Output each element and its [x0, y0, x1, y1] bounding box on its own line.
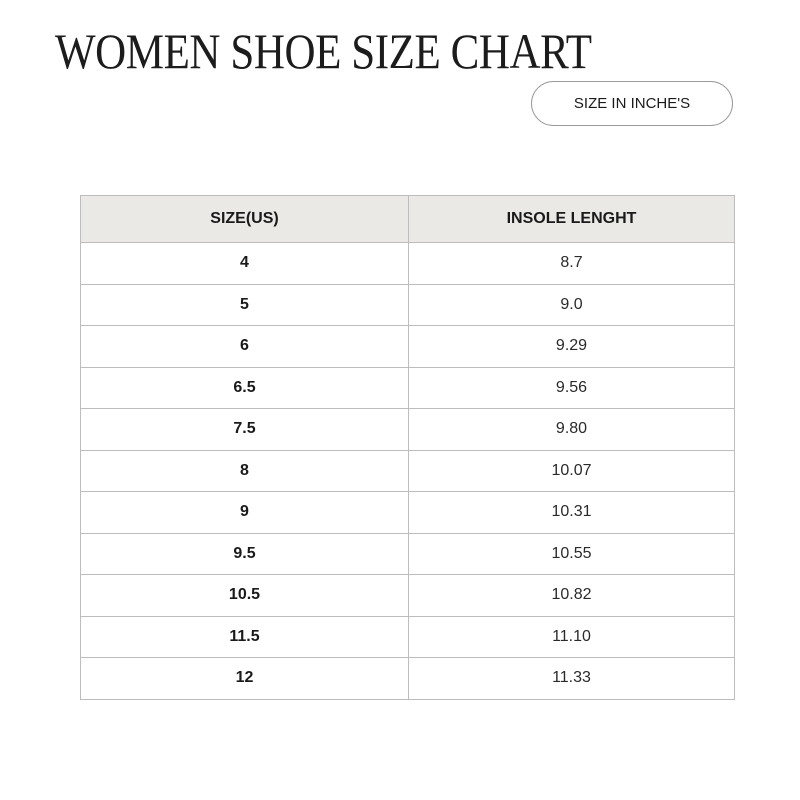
insole-length-cell: 9.56 — [408, 366, 735, 409]
table-row: 4 8.7 — [80, 242, 735, 285]
insole-length-cell: 8.7 — [408, 242, 735, 285]
insole-length-cell: 11.33 — [408, 657, 735, 700]
insole-length-cell: 10.07 — [408, 449, 735, 492]
size-chart-table: SIZE(US) INSOLE LENGHT 4 8.7 5 9.0 6 9.29 6.5 9… — [80, 195, 735, 700]
insole-length-cell: 10.82 — [408, 574, 735, 617]
insole-length-cell: 9.0 — [408, 283, 735, 326]
table-row: 6 9.29 — [80, 325, 735, 368]
size-cell: 4 — [80, 242, 409, 285]
table-row: 9.5 10.55 — [80, 532, 735, 575]
table-row: 9 10.31 — [80, 491, 735, 534]
table-row: 12 11.33 — [80, 657, 735, 700]
insole-length-cell: 10.31 — [408, 491, 735, 534]
table-row: 5 9.0 — [80, 283, 735, 326]
insole-length-cell: 9.80 — [408, 408, 735, 451]
size-cell: 9.5 — [80, 532, 409, 575]
size-cell: 7.5 — [80, 408, 409, 451]
insole-length-cell: 9.29 — [408, 325, 735, 368]
insole-length-cell: 10.55 — [408, 532, 735, 575]
table-header-row: SIZE(US) INSOLE LENGHT — [80, 195, 735, 243]
size-cell: 8 — [80, 449, 409, 492]
size-cell: 11.5 — [80, 615, 409, 658]
header-size: SIZE(US) — [80, 195, 409, 243]
size-cell: 6 — [80, 325, 409, 368]
size-cell: 6.5 — [80, 366, 409, 409]
header-insole-length: INSOLE LENGHT — [408, 195, 735, 243]
insole-length-cell: 11.10 — [408, 615, 735, 658]
table-row: 7.5 9.80 — [80, 408, 735, 451]
size-cell: 5 — [80, 283, 409, 326]
table-row: 8 10.07 — [80, 449, 735, 492]
size-in-inches-button[interactable]: SIZE IN INCHE'S — [531, 81, 733, 126]
table-row: 11.5 11.10 — [80, 615, 735, 658]
page-title: WOMEN SHOE SIZE CHART — [55, 23, 592, 79]
table-row: 6.5 9.56 — [80, 366, 735, 409]
size-cell: 12 — [80, 657, 409, 700]
size-cell: 10.5 — [80, 574, 409, 617]
table-row: 10.5 10.82 — [80, 574, 735, 617]
size-cell: 9 — [80, 491, 409, 534]
